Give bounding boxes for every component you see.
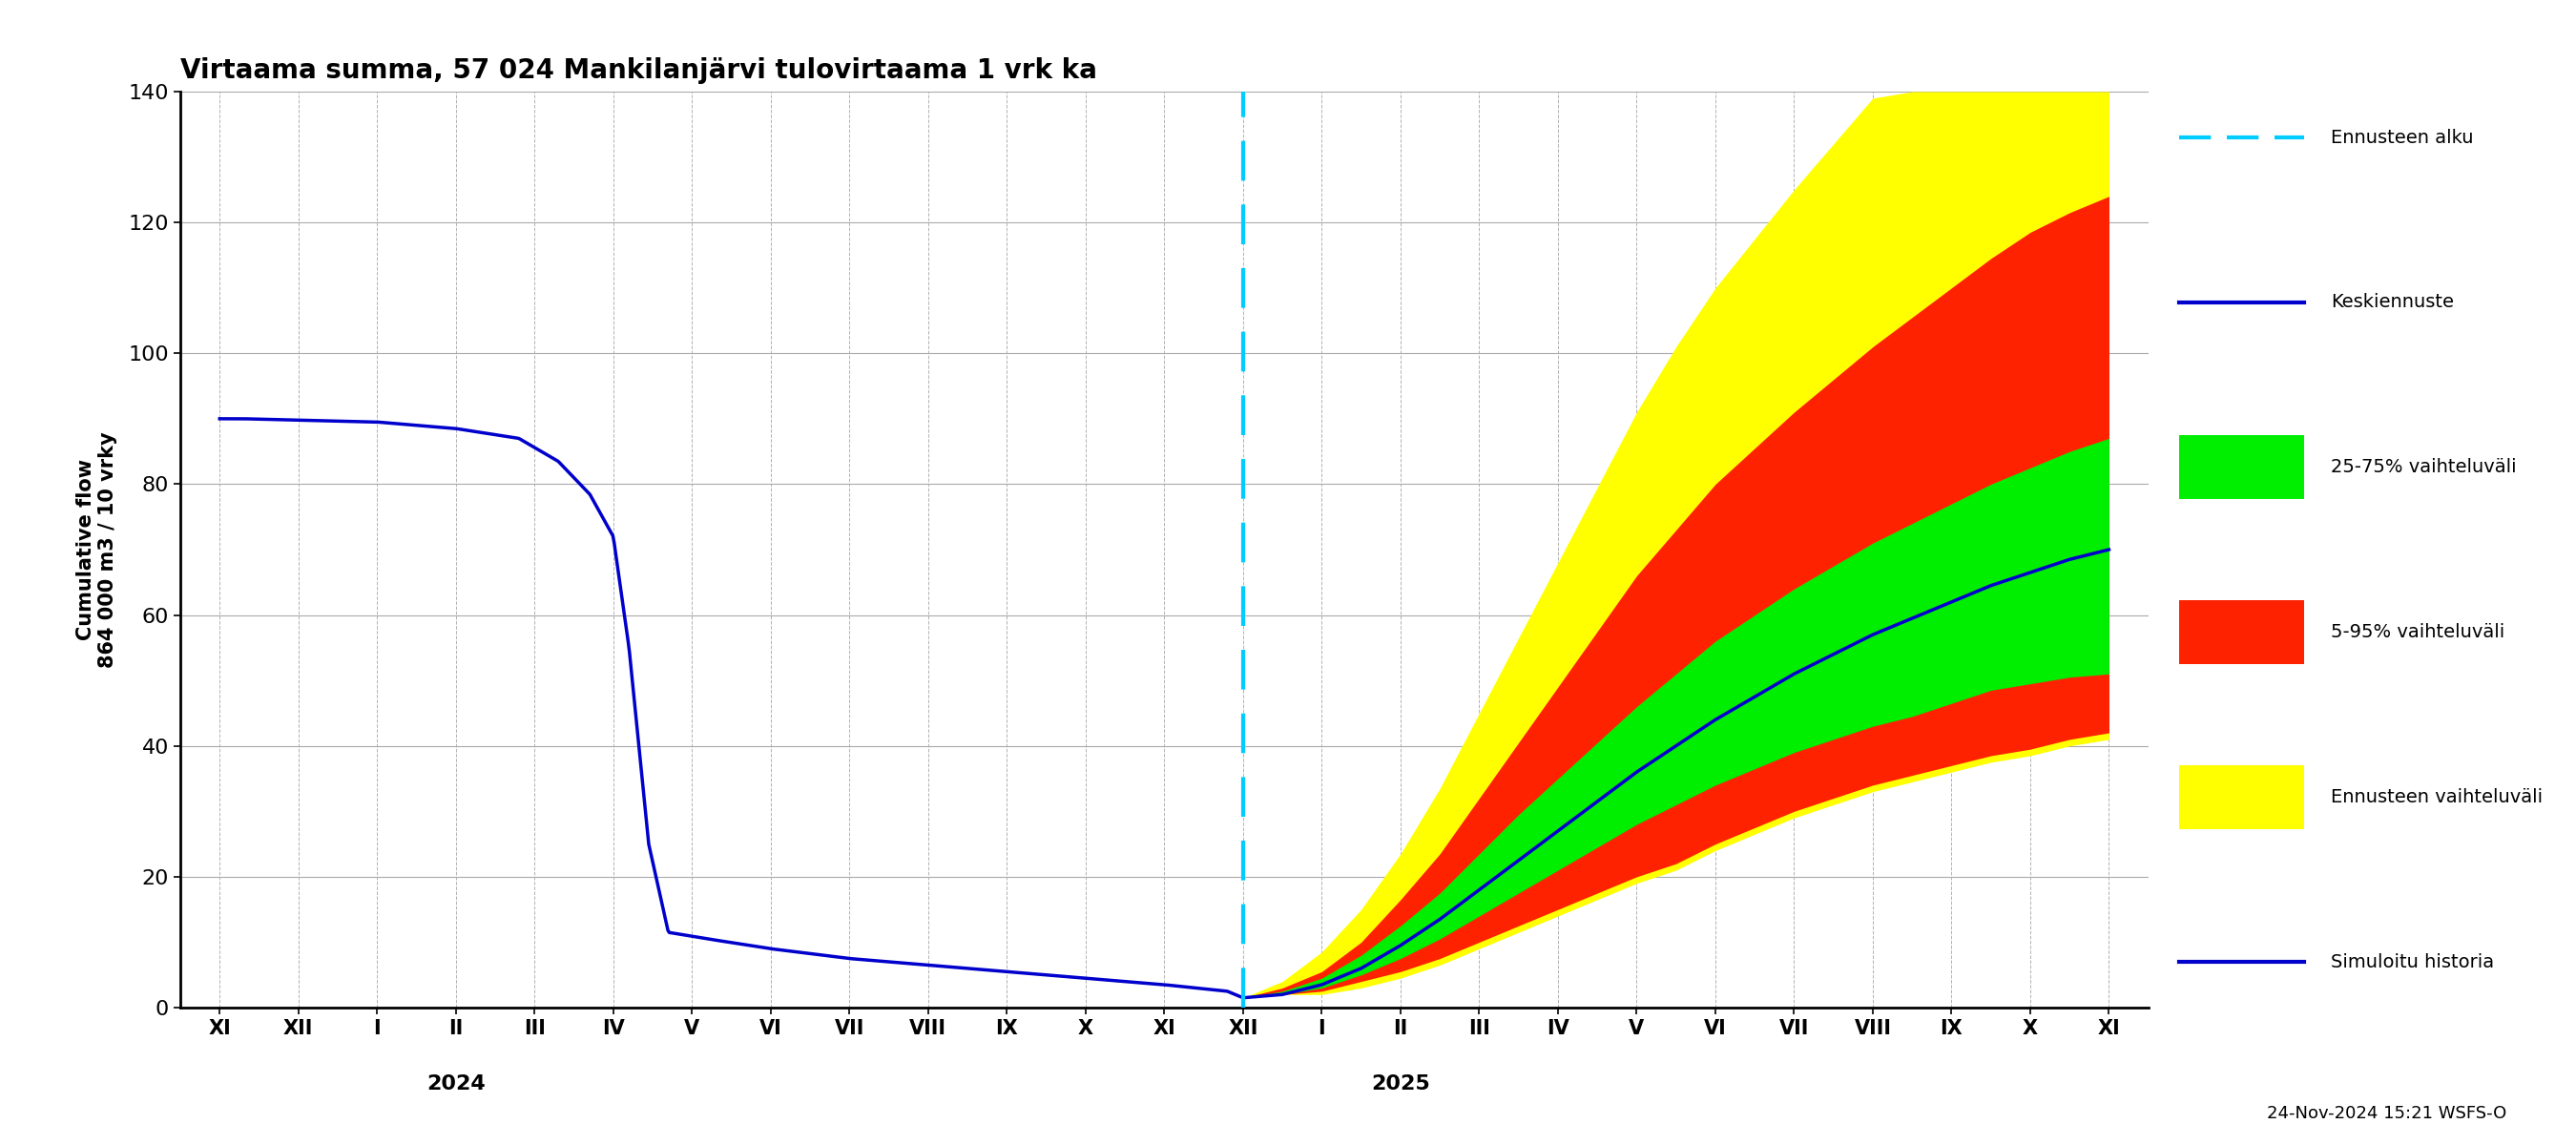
Text: Simuloitu historia: Simuloitu historia <box>2331 953 2494 971</box>
Text: 24-Nov-2024 15:21 WSFS-O: 24-Nov-2024 15:21 WSFS-O <box>2267 1105 2506 1122</box>
Y-axis label: Cumulative flow
864 000 m3 / 10 vrky: Cumulative flow 864 000 m3 / 10 vrky <box>77 432 118 668</box>
Text: Ennusteen vaihteluväli: Ennusteen vaihteluväli <box>2331 788 2543 806</box>
Text: Ennusteen alku: Ennusteen alku <box>2331 128 2473 147</box>
Bar <box>2179 600 2306 664</box>
Bar <box>2179 765 2306 829</box>
Text: 2024: 2024 <box>428 1075 484 1093</box>
Text: 25-75% vaihteluväli: 25-75% vaihteluväli <box>2331 458 2517 476</box>
Text: Virtaama summa, 57 024 Mankilanjärvi tulovirtaama 1 vrk ka: Virtaama summa, 57 024 Mankilanjärvi tul… <box>180 57 1097 84</box>
Bar <box>2179 435 2306 499</box>
Text: 5-95% vaihteluväli: 5-95% vaihteluväli <box>2331 623 2504 641</box>
Text: 2025: 2025 <box>1370 1075 1430 1093</box>
Text: Keskiennuste: Keskiennuste <box>2331 293 2455 311</box>
